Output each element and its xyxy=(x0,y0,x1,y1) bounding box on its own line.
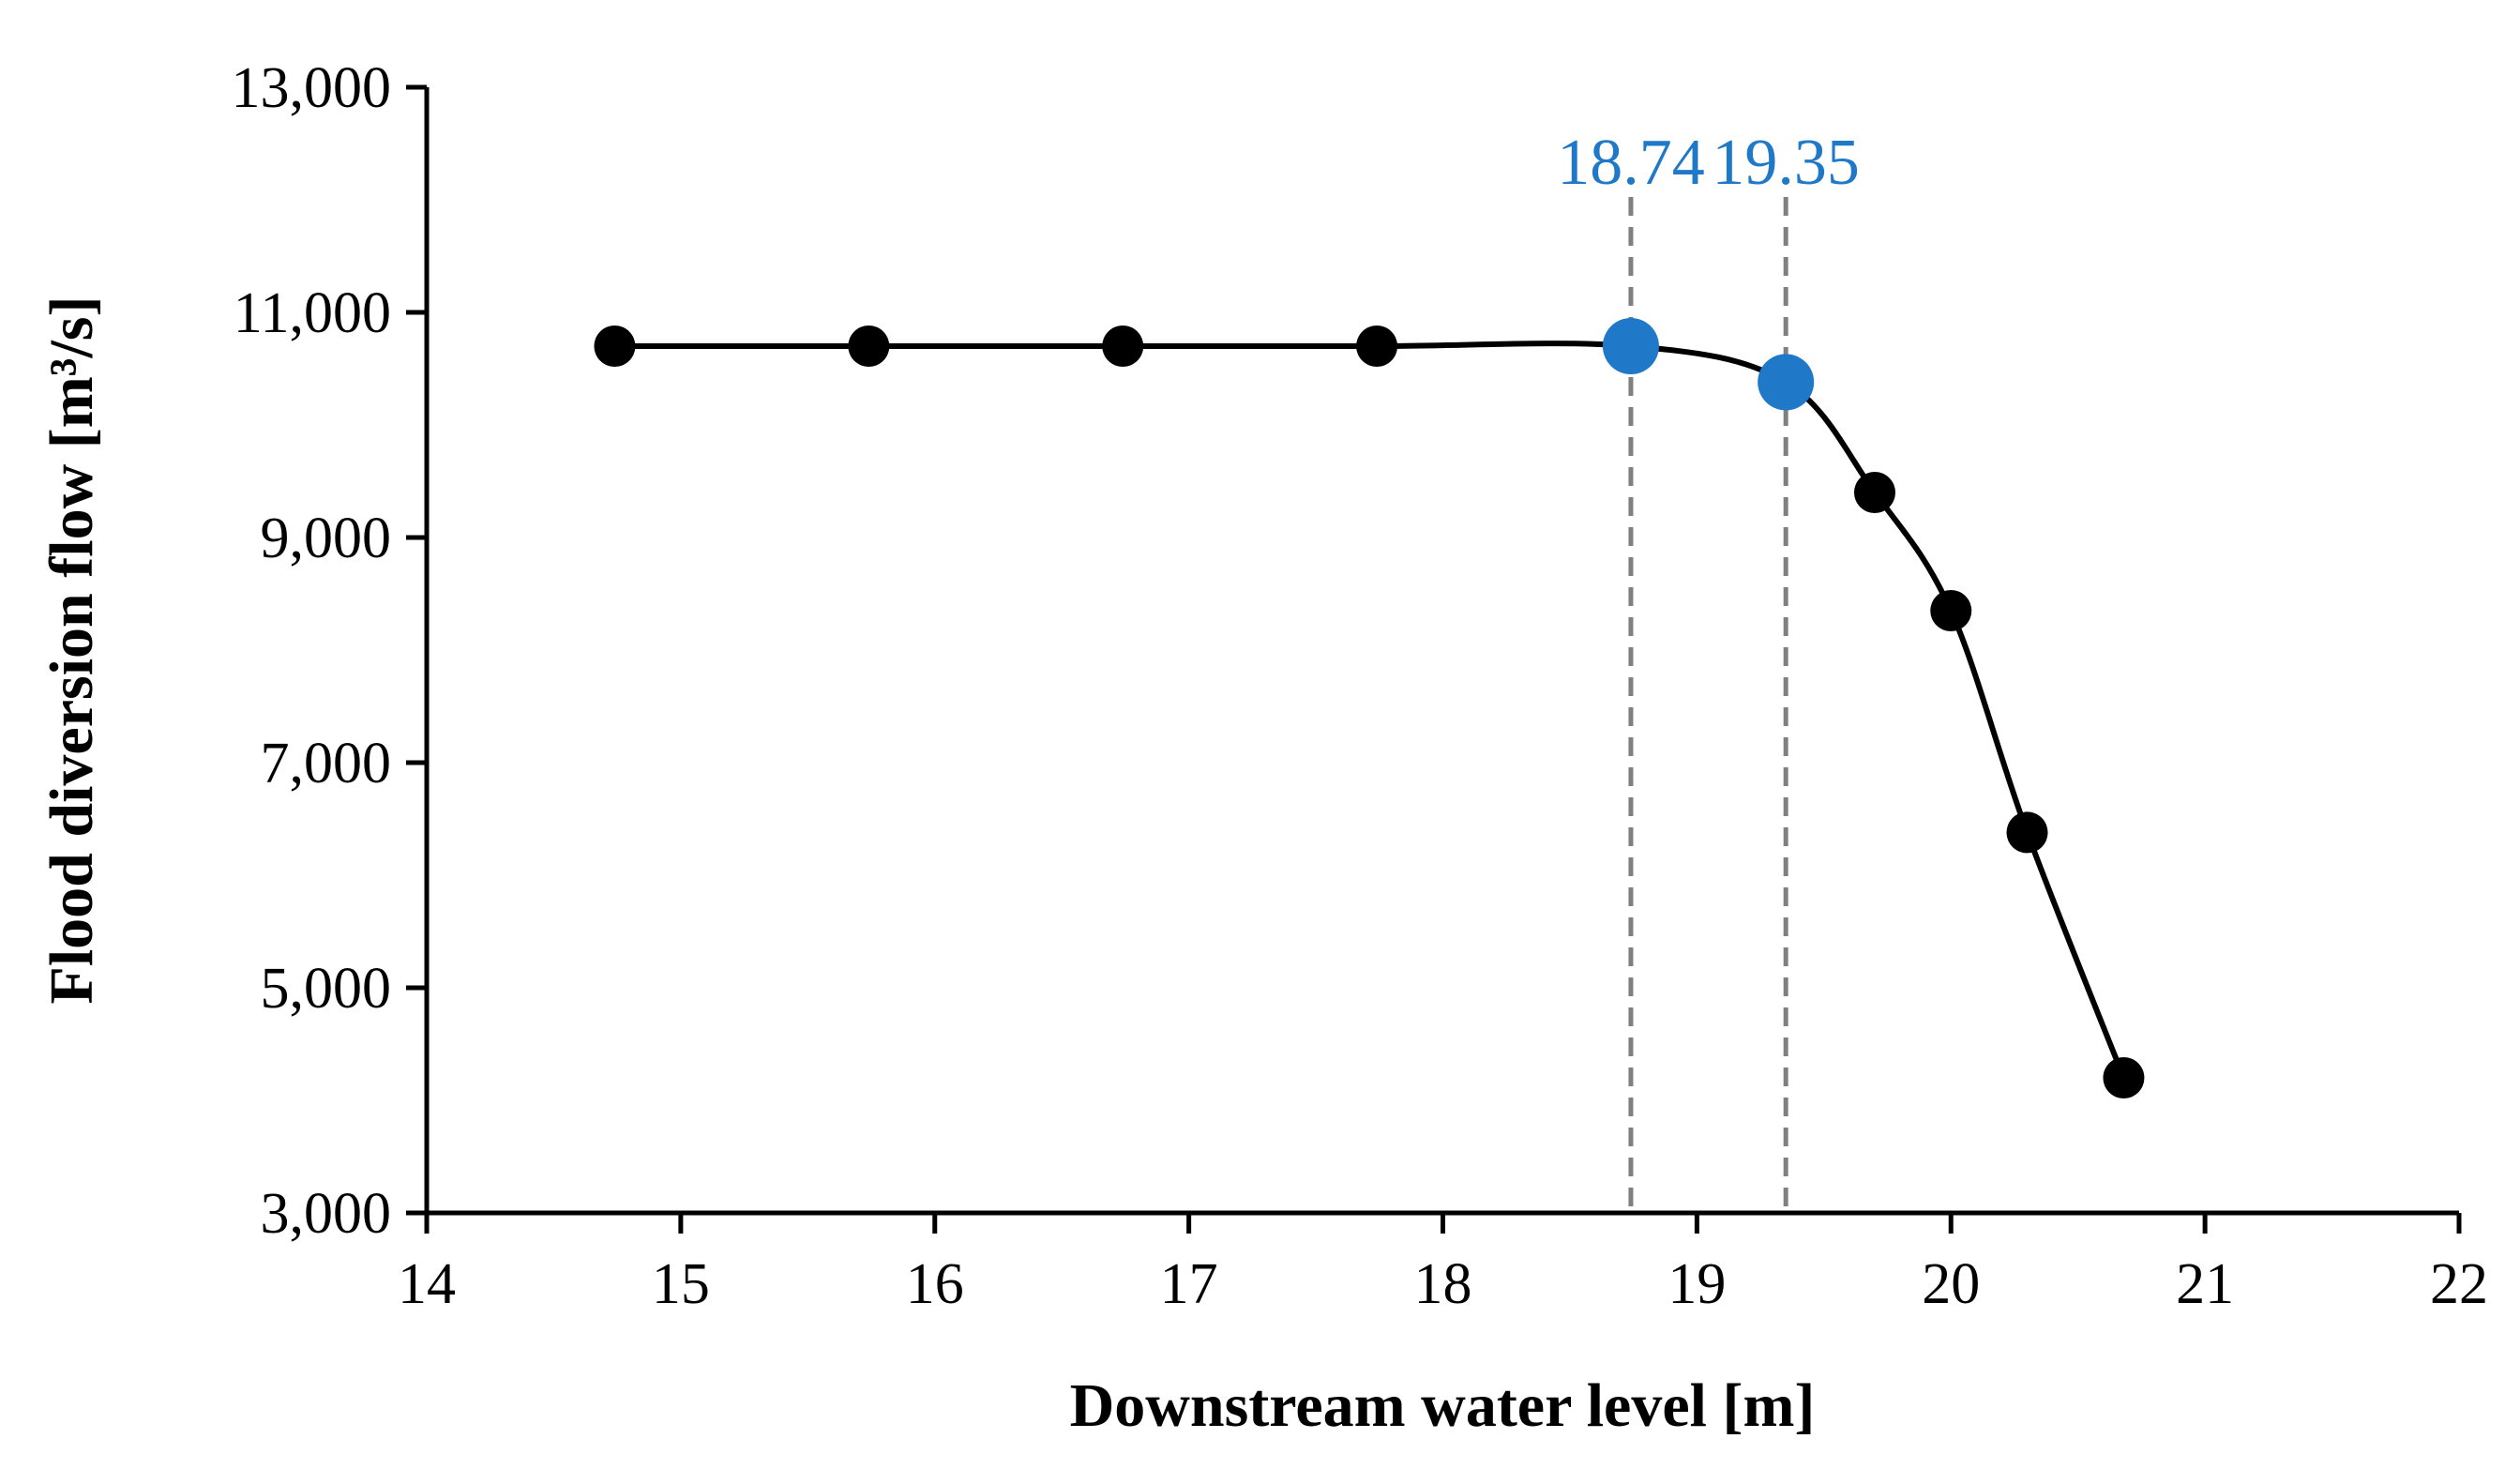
data-point xyxy=(1356,326,1398,367)
x-tick-label: 18 xyxy=(1414,1252,1472,1316)
reference-label: 19.35 xyxy=(1712,127,1860,199)
x-tick-label: 19 xyxy=(1667,1252,1726,1316)
data-point xyxy=(2006,811,2048,854)
data-point xyxy=(1853,472,1895,513)
y-tick-label: 3,000 xyxy=(261,1182,392,1246)
y-tick-label: 11,000 xyxy=(234,281,391,345)
y-axis-title: Flood diversion flow [m³/s] xyxy=(38,296,106,1005)
axes xyxy=(406,84,2462,1234)
data-point xyxy=(1102,326,1144,367)
x-axis-title: Downstream water level [m] xyxy=(1070,1371,1816,1440)
y-tick-label: 9,000 xyxy=(261,507,392,570)
x-tick-label: 17 xyxy=(1160,1252,1218,1316)
x-tick-label: 15 xyxy=(652,1252,710,1316)
annotations: 18.74 19.35 xyxy=(1557,127,1860,199)
y-tick-label: 5,000 xyxy=(261,957,392,1021)
x-tick-label: 21 xyxy=(2176,1252,2234,1316)
series-line-flood-diversion xyxy=(611,341,2127,1081)
tick-labels: 3,000 5,000 7,000 9,000 11,000 13,000 14 15 16 17… xyxy=(232,56,2489,1316)
highlighted-data-point xyxy=(1602,318,1659,374)
highlighted-data-point xyxy=(1758,354,1815,411)
data-point xyxy=(1930,590,1972,631)
y-tick-label: 13,000 xyxy=(232,56,392,120)
reference-lines xyxy=(1628,197,1788,1213)
reference-label: 18.74 xyxy=(1557,127,1705,199)
x-tick-label: 16 xyxy=(906,1252,964,1316)
x-tick-label: 20 xyxy=(1922,1252,1980,1316)
y-tick-label: 7,000 xyxy=(261,732,392,795)
x-tick-label: 14 xyxy=(398,1252,456,1316)
data-point xyxy=(2103,1057,2145,1098)
data-points xyxy=(594,318,2145,1098)
data-point xyxy=(594,326,636,367)
x-tick-label: 22 xyxy=(2430,1252,2488,1316)
data-point xyxy=(848,326,890,367)
